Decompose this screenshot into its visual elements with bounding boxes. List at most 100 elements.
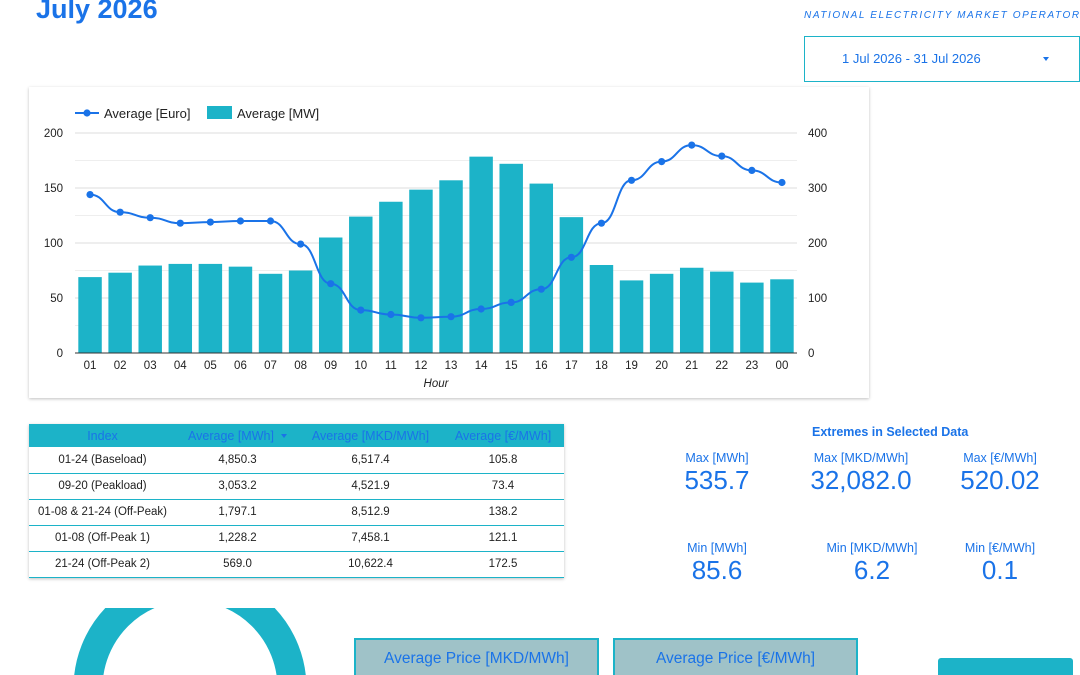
stat-min-eur: Min [€/MWh] 0.1: [945, 541, 1055, 585]
line-point: [327, 280, 335, 288]
date-range-picker[interactable]: 1 Jul 2026 - 31 Jul 2026: [804, 36, 1080, 82]
line-point: [567, 253, 575, 261]
bar: [78, 277, 102, 353]
y-right-tick-label: 0: [808, 348, 814, 360]
bar: [499, 163, 523, 353]
x-tick-label: 18: [595, 360, 608, 372]
line-point: [176, 219, 184, 227]
table-cell: 21-24 (Off-Peak 2): [29, 551, 176, 578]
table-cell: 138.2: [442, 499, 564, 526]
x-tick-label: 19: [625, 360, 638, 372]
stat-value: 32,082.0: [810, 465, 912, 495]
stat-max-mwh: Max [MWh] 535.7: [667, 451, 767, 495]
column-header-average-mwh[interactable]: Average [MWh]: [176, 424, 299, 447]
bar: [288, 270, 313, 353]
bar: [198, 263, 223, 353]
line-point: [748, 166, 756, 174]
line-point: [778, 178, 786, 187]
x-tick-label: 22: [715, 360, 728, 372]
extremes-title: Extremes in Selected Data: [812, 425, 969, 439]
bar: [619, 280, 644, 353]
table-cell: 105.8: [442, 447, 564, 474]
bar: [770, 279, 794, 353]
x-tick-label: 12: [415, 360, 428, 372]
logo-tagline: NATIONAL ELECTRICITY MARKET OPERATOR: [804, 10, 1080, 21]
table-cell: 01-08 & 21-24 (Off-Peak): [29, 499, 176, 526]
stat-value: 0.1: [981, 555, 1019, 585]
table-cell: 01-24 (Baseload): [29, 447, 176, 474]
y-right-tick-label: 400: [808, 128, 827, 140]
table-cell: 4,850.3: [176, 447, 299, 474]
bar: [258, 273, 283, 353]
bar: [349, 216, 373, 353]
stat-max-eur: Max [€/MWh] 520.02: [945, 451, 1055, 495]
line-point: [447, 313, 455, 321]
sort-desc-icon: [280, 434, 287, 439]
bar: [679, 267, 704, 353]
x-tick-label: 00: [776, 360, 789, 372]
table-cell: 4,521.9: [299, 473, 442, 500]
line-point: [688, 141, 696, 149]
line-point: [387, 310, 395, 319]
line-point: [627, 176, 636, 184]
column-header-index[interactable]: Index: [29, 424, 176, 447]
line-point: [357, 306, 365, 314]
legend-bar-swatch: [207, 106, 232, 119]
series-line: [89, 144, 783, 319]
bar: [108, 272, 132, 353]
date-range-label: 1 Jul 2026 - 31 Jul 2026: [842, 51, 981, 66]
action-button[interactable]: [938, 658, 1073, 675]
line-point: [477, 305, 485, 313]
line-point: [297, 240, 305, 248]
x-tick-label: 01: [84, 360, 97, 372]
gauge-chart: [74, 608, 306, 675]
bar: [318, 237, 343, 353]
line-point: [507, 298, 515, 306]
x-tick-label: 03: [144, 360, 157, 372]
chevron-down-icon: [1043, 57, 1049, 61]
line-point: [86, 191, 94, 199]
stat-value: 85.6: [691, 555, 743, 585]
x-tick-label: 09: [324, 360, 337, 372]
table-cell: 7,458.1: [299, 525, 442, 552]
x-tick-label: 02: [114, 360, 127, 372]
line-point: [417, 314, 425, 322]
table-row: 01-08 & 21-24 (Off-Peak) 1,797.1 8,512.9…: [29, 499, 564, 526]
line-point: [206, 218, 214, 226]
table-row: 01-08 (Off-Peak 1) 1,228.2 7,458.1 121.1: [29, 525, 564, 552]
line-point: [266, 217, 275, 225]
column-header-average-mkd[interactable]: Average [MKD/MWh]: [299, 424, 442, 447]
legend-line-marker: [83, 109, 91, 117]
line-point: [116, 208, 124, 216]
stat-label: Max [MKD/MWh]: [813, 451, 909, 465]
table-row: 01-24 (Baseload) 4,850.3 6,517.4 105.8: [29, 447, 564, 474]
table-row: 21-24 (Off-Peak 2) 569.0 10,622.4 172.5: [29, 551, 564, 578]
x-tick-label: 23: [745, 360, 758, 372]
x-tick-label: 07: [264, 360, 277, 372]
table-cell: 1,228.2: [176, 525, 299, 552]
stat-label: Min [€/MWh]: [964, 541, 1036, 555]
x-tick-label: 08: [294, 360, 307, 372]
table-row: 09-20 (Peakload) 3,053.2 4,521.9 73.4: [29, 473, 564, 500]
bar: [740, 282, 764, 353]
y-right-tick-label: 100: [808, 293, 827, 305]
summary-table: Index Average [MWh] Average [MKD/MWh] Av…: [29, 424, 564, 578]
table-cell: 1,797.1: [176, 499, 299, 526]
y-left-tick-label: 50: [50, 293, 63, 305]
kpi-label: Average Price [MKD/MWh]: [384, 650, 569, 667]
table-cell: 10,622.4: [299, 551, 442, 578]
table-cell: 09-20 (Peakload): [29, 473, 176, 500]
kpi-label: Average Price [€/MWh]: [655, 650, 816, 667]
x-axis-title: Hour: [424, 378, 450, 390]
bar: [379, 201, 403, 353]
hourly-chart: 0 50 100 150 200 0 100 200 300 400 01 02 03 04 05 06 07 0…: [29, 87, 869, 398]
y-left-tick-label: 200: [44, 128, 63, 140]
line-point: [718, 152, 726, 160]
bar: [409, 189, 433, 353]
bar: [529, 183, 554, 353]
table-cell: 172.5: [442, 551, 564, 578]
bar: [138, 265, 162, 353]
column-header-average-eur[interactable]: Average [€/MWh]: [442, 424, 564, 447]
x-tick-label: 11: [385, 360, 397, 372]
stat-max-mkd: Max [MKD/MWh] 32,082.0: [796, 451, 926, 495]
